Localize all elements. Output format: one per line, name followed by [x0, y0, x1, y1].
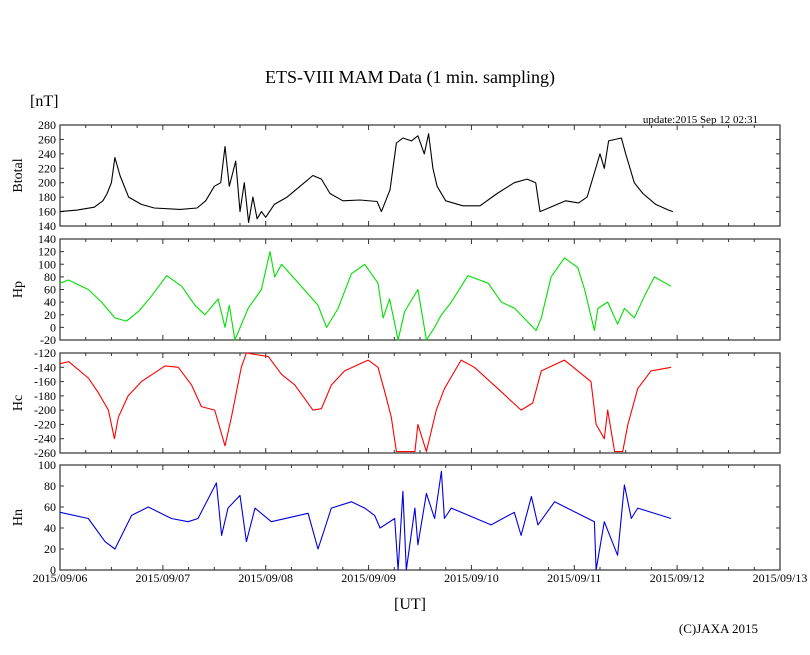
x-tick-label: 2015/09/12 [650, 571, 705, 585]
y-tick-label: 280 [38, 118, 56, 132]
y-axis-label-hc: Hc [11, 395, 26, 411]
y-tick-label: 40 [44, 295, 56, 309]
x-tick-label: 2015/09/07 [136, 571, 191, 585]
panel-frame-hc [59, 352, 781, 454]
y-tick-label: 140 [38, 219, 56, 233]
y-tick-label: 180 [38, 190, 56, 204]
series-line-hp [59, 251, 672, 341]
y-tick-label: 40 [44, 521, 56, 535]
x-tick-label: 2015/09/13 [753, 571, 808, 585]
y-tick-label: 140 [38, 232, 56, 246]
x-tick-label: 2015/09/11 [547, 571, 601, 585]
y-tick-label: 120 [38, 245, 56, 259]
y-tick-label: -200 [34, 403, 56, 417]
y-tick-label: 20 [44, 542, 56, 556]
panel-frame-hn [59, 464, 781, 571]
y-tick-label: 60 [44, 500, 56, 514]
x-tick-label: 2015/09/06 [33, 571, 88, 585]
y-tick-label: 260 [38, 132, 56, 146]
y-tick-label: -240 [34, 432, 56, 446]
y-tick-label: 60 [44, 283, 56, 297]
x-tick-label: 2015/09/09 [341, 571, 396, 585]
y-axis-label-btotal: Btotal [11, 158, 26, 192]
chart-title: ETS-VIII MAM Data (1 min. sampling) [265, 67, 555, 88]
y-tick-label: 200 [38, 176, 56, 190]
y-tick-label: 0 [50, 563, 56, 577]
y-tick-label: -140 [34, 360, 56, 374]
y-tick-label: -220 [34, 417, 56, 431]
series-line-btotal [59, 133, 674, 223]
series-line-hn [59, 470, 672, 571]
series-line-hc [59, 352, 672, 453]
y-tick-label: -160 [34, 375, 56, 389]
y-tick-label: 0 [50, 320, 56, 334]
y-tick-label: 240 [38, 147, 56, 161]
x-axis-label: [UT] [394, 596, 426, 613]
y-tick-label: -20 [40, 333, 56, 347]
copyright: (C)JAXA 2015 [679, 621, 758, 636]
unit-label: [nT] [30, 93, 58, 110]
update-timestamp: update:2015 Sep 12 02:31 [643, 114, 758, 126]
x-tick-label: 2015/09/10 [444, 571, 499, 585]
y-tick-label: 100 [38, 458, 56, 472]
y-tick-label: 80 [44, 479, 56, 493]
y-tick-label: -260 [34, 446, 56, 460]
panel-frame-hp [59, 238, 781, 341]
y-axis-label-hn: Hn [11, 509, 26, 526]
y-axis-label-hp: Hp [11, 281, 26, 298]
y-tick-label: 20 [44, 308, 56, 322]
y-tick-label: 160 [38, 205, 56, 219]
y-tick-label: 100 [38, 257, 56, 271]
y-tick-label: -120 [34, 346, 56, 360]
y-tick-label: -180 [34, 389, 56, 403]
x-tick-label: 2015/09/08 [238, 571, 293, 585]
y-tick-label: 80 [44, 270, 56, 284]
y-tick-label: 220 [38, 161, 56, 175]
